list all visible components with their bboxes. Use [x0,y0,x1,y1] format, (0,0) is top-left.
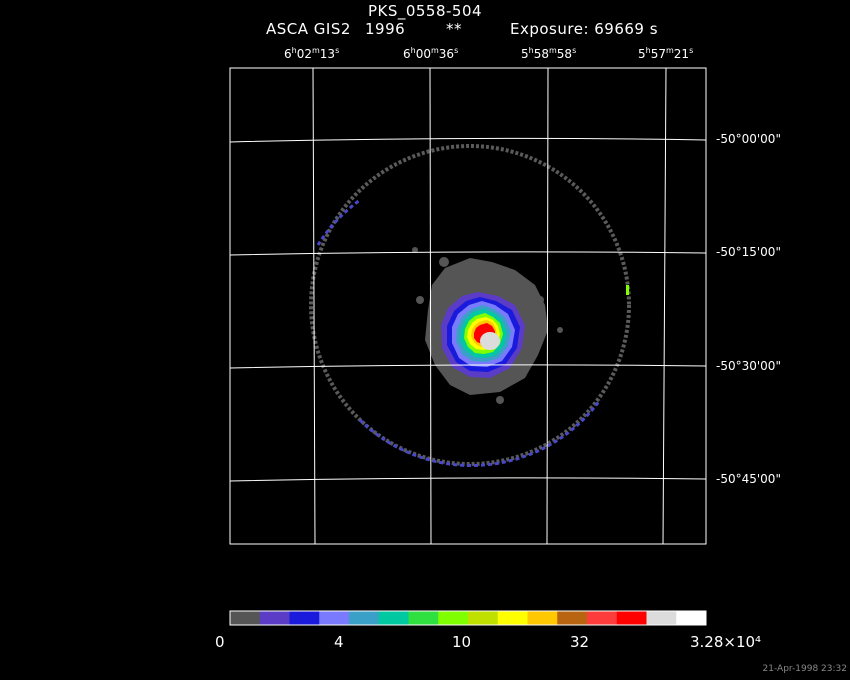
color-bar-swatch [646,611,677,625]
image-frame [229,67,707,545]
ra-label-4: 5h57m21s [638,46,694,61]
colorbar-tick-0: 0 [215,633,225,651]
dec-label-3: -50°30'00" [716,359,781,373]
color-bar-swatch [319,611,350,625]
color-bar-swatch [378,611,409,625]
dec-label-4: -50°45'00" [716,472,781,486]
dec-label-2: -50°15'00" [716,245,781,259]
timestamp: 21-Apr-1998 23:32 [762,664,847,674]
color-bar [230,611,707,625]
colorbar-tick-max: 3.28×10⁴ [690,633,762,651]
ra-label-2: 6h00m36s [403,46,459,61]
ra-label-3: 5h58m58s [521,46,577,61]
color-bar-swatch [468,611,499,625]
coordinate-grid [230,68,706,544]
colorbar-tick-10: 10 [452,633,472,651]
detector-ring [309,144,631,468]
color-bar-swatch [408,611,439,625]
color-bar-swatch [587,611,618,625]
color-bar-swatch [676,611,707,625]
colorbar-tick-4: 4 [334,633,344,651]
color-bar-frame [229,610,707,626]
color-bar-swatch [230,611,261,625]
color-bar-swatch [289,611,320,625]
ra-label-1: 6h02m13s [284,46,340,61]
dec-label-1: -50°00'00" [716,132,781,146]
color-bar-swatch [557,611,588,625]
colorbar-tick-32: 32 [570,633,590,651]
color-bar-swatch [616,611,647,625]
color-bar-swatch [497,611,528,625]
year-label: 1996 [365,20,406,38]
color-bar-swatch [527,611,558,625]
x-ray-source [412,247,563,404]
image-title: PKS_0558-504 [367,2,483,20]
exposure-label: Exposure: 69669 s [510,20,659,38]
color-bar-swatch [259,611,290,625]
color-bar-swatch [438,611,469,625]
color-bar-swatch [349,611,380,625]
instrument-label: ASCA GIS2 [266,20,351,38]
mark-label: ** [446,20,462,38]
